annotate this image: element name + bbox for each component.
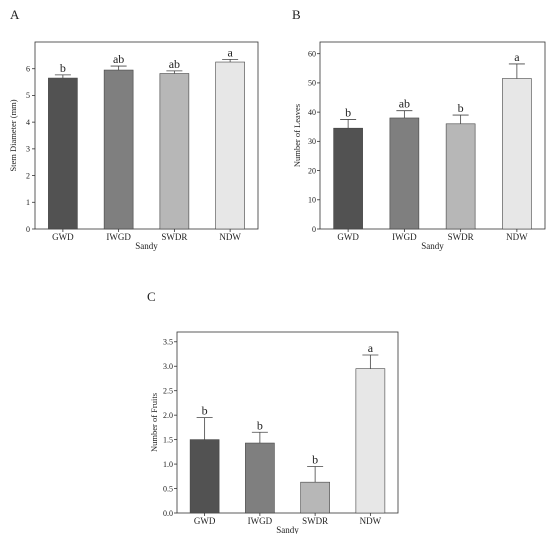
y-tick-label: 40 xyxy=(308,108,316,117)
y-tick-label: 60 xyxy=(308,49,316,58)
category-label-ndw: NDW xyxy=(360,516,382,526)
significance-label-iwgd: ab xyxy=(113,52,124,66)
significance-label-gwd: b xyxy=(202,404,208,418)
bar-ndw xyxy=(502,78,532,230)
bar-swdr xyxy=(445,123,476,230)
bar-iwgd xyxy=(245,442,275,514)
bar-gwd xyxy=(189,439,220,514)
significance-label-iwgd: ab xyxy=(399,97,410,111)
category-label-iwgd: IWGD xyxy=(106,232,131,242)
chart-number-of-fruits: 0.0 0.5 1.0 1.5 2.0 2.5 3.0 3.5 b GWD b IWGD b SWDR a N… xyxy=(149,331,399,534)
y-tick-label: 50 xyxy=(308,79,316,88)
significance-label-iwgd: b xyxy=(257,418,263,432)
y-tick-label: 1.5 xyxy=(163,435,173,444)
bar-gwd xyxy=(333,127,363,230)
category-label-ndw: NDW xyxy=(219,232,241,242)
y-tick-label: 20 xyxy=(308,166,316,175)
category-label-swdr: SWDR xyxy=(448,232,474,242)
significance-label-swdr: b xyxy=(458,101,464,115)
bar-iwgd xyxy=(389,117,420,230)
y-tick-label: 0 xyxy=(312,225,316,234)
y-tick-label: 2 xyxy=(26,171,30,180)
y-tick-label: 0.0 xyxy=(163,509,173,518)
category-label-iwgd: IWGD xyxy=(392,232,417,242)
x-axis-title: Sandy xyxy=(421,241,444,251)
category-label-gwd: GWD xyxy=(194,516,216,526)
y-tick-label: 1 xyxy=(26,198,30,207)
bar-gwd xyxy=(48,77,78,230)
significance-label-gwd: b xyxy=(345,105,351,119)
y-axis-title: Number of Fruits xyxy=(149,393,159,452)
y-tick-label: 10 xyxy=(308,196,316,205)
y-axis-title: Number of Leaves xyxy=(292,104,302,167)
significance-label-swdr: ab xyxy=(169,57,180,71)
bar-ndw xyxy=(215,61,245,230)
significance-label-gwd: b xyxy=(60,61,66,75)
category-label-iwgd: IWGD xyxy=(248,516,273,526)
category-label-swdr: SWDR xyxy=(302,516,328,526)
y-tick-label: 0 xyxy=(26,225,30,234)
y-tick-label: 3 xyxy=(26,145,30,154)
panel-label-a: A xyxy=(10,7,20,22)
y-tick-label: 0.5 xyxy=(163,484,173,493)
plot-frame xyxy=(176,331,399,514)
category-label-gwd: GWD xyxy=(52,232,74,242)
chart-number-of-leaves: 0 10 20 30 40 50 60 b GWD ab IWGD b SWDR a NDW Sandy Num… xyxy=(292,41,546,251)
y-tick-label: 30 xyxy=(308,137,316,146)
plot-frame xyxy=(319,41,546,230)
chart-stem-diameter: 0 1 2 3 4 5 6 b GWD ab IWGD ab SWDR a NDW Sandy Stem Dia… xyxy=(8,41,259,251)
y-tick-label: 3.0 xyxy=(163,362,173,371)
bar-swdr xyxy=(159,73,190,230)
panel-label-c: C xyxy=(147,289,156,304)
significance-label-ndw: a xyxy=(514,50,520,64)
panel-label-b: B xyxy=(292,7,301,22)
y-tick-label: 2.0 xyxy=(163,411,173,420)
bar-iwgd xyxy=(103,69,134,230)
y-axis-title: Stem Diameter (mm) xyxy=(8,99,18,171)
y-tick-label: 5 xyxy=(26,91,30,100)
x-axis-title: Sandy xyxy=(276,525,299,534)
y-tick-label: 3.5 xyxy=(163,338,173,347)
significance-label-ndw: a xyxy=(368,341,374,355)
y-tick-label: 2.5 xyxy=(163,387,173,396)
x-axis-title: Sandy xyxy=(135,241,158,251)
y-tick-label: 1.0 xyxy=(163,460,173,469)
significance-label-ndw: a xyxy=(227,45,233,59)
bar-ndw xyxy=(355,368,386,514)
y-tick-label: 6 xyxy=(26,65,30,74)
significance-label-swdr: b xyxy=(312,453,318,467)
category-label-ndw: NDW xyxy=(506,232,528,242)
plot-frame xyxy=(34,41,259,230)
category-label-gwd: GWD xyxy=(337,232,359,242)
y-tick-label: 4 xyxy=(26,118,30,127)
category-label-swdr: SWDR xyxy=(161,232,187,242)
bar-swdr xyxy=(300,481,330,514)
